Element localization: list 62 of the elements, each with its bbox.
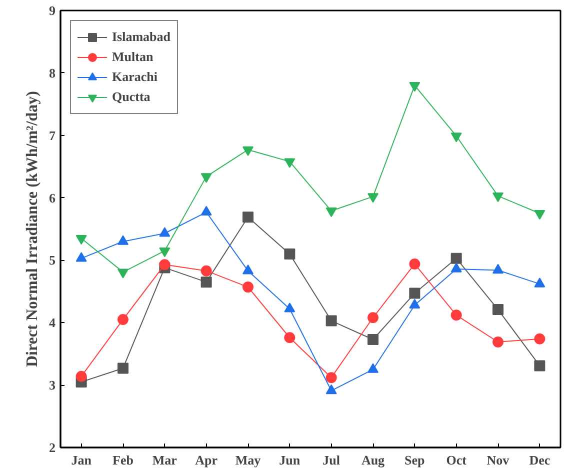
y-tick-label: 4 — [49, 315, 56, 330]
point — [409, 82, 420, 92]
x-tick-label: Apr — [195, 452, 218, 468]
point — [534, 333, 546, 344]
x-tick-label: Sep — [404, 452, 425, 468]
legend-label: Multan — [112, 49, 154, 65]
point — [326, 384, 337, 394]
point — [159, 259, 170, 270]
point — [200, 276, 212, 288]
point — [368, 363, 378, 373]
point — [284, 158, 296, 168]
point — [492, 336, 504, 348]
x-tick-label: Aug — [361, 452, 386, 468]
point — [326, 315, 337, 326]
x-tick-label: Mar — [152, 452, 178, 468]
y-tick-label: 7 — [49, 128, 56, 143]
y-axis-title: Direct Normal Irradiance (kWh/m²/day) — [24, 90, 41, 368]
point — [159, 247, 170, 258]
point — [409, 288, 420, 299]
point — [284, 332, 296, 344]
y-tick-label: 5 — [49, 252, 56, 268]
point — [409, 258, 420, 270]
point — [118, 268, 128, 278]
x-tick-label: Jun — [279, 452, 301, 468]
y-tick-label: 9 — [49, 3, 56, 18]
point — [368, 193, 378, 203]
point — [284, 302, 296, 312]
point — [76, 370, 87, 382]
point — [492, 192, 504, 202]
point — [326, 372, 337, 384]
legend-label: Islamabad — [112, 29, 171, 45]
x-tick-label: Jul — [322, 452, 340, 468]
point — [242, 146, 254, 156]
point — [368, 312, 378, 324]
legend-label: Karachi — [112, 69, 158, 85]
point — [200, 173, 212, 183]
y-tick-label: 3 — [49, 378, 56, 393]
point — [284, 248, 296, 260]
point — [118, 362, 128, 374]
point — [450, 252, 462, 264]
point — [242, 212, 254, 223]
y-tick-label: 6 — [49, 190, 56, 206]
x-tick-label: May — [235, 452, 262, 468]
point — [242, 282, 254, 293]
point — [492, 304, 504, 316]
legend-label: Quctta — [112, 89, 150, 105]
point — [368, 334, 378, 345]
point — [76, 234, 87, 245]
point — [450, 310, 462, 321]
x-tick-label: Jan — [71, 452, 92, 468]
y-tick-label: 2 — [49, 440, 56, 455]
x-tick-label: Feb — [112, 452, 134, 468]
point — [534, 360, 546, 372]
point — [118, 314, 128, 326]
point — [326, 208, 337, 218]
x-tick-label: Dec — [529, 452, 550, 468]
point — [534, 210, 546, 220]
point — [450, 132, 462, 142]
x-tick-label: Oct — [446, 452, 468, 468]
point — [200, 265, 212, 276]
y-tick-label: 8 — [49, 65, 56, 80]
x-tick-label: Nov — [486, 452, 510, 468]
